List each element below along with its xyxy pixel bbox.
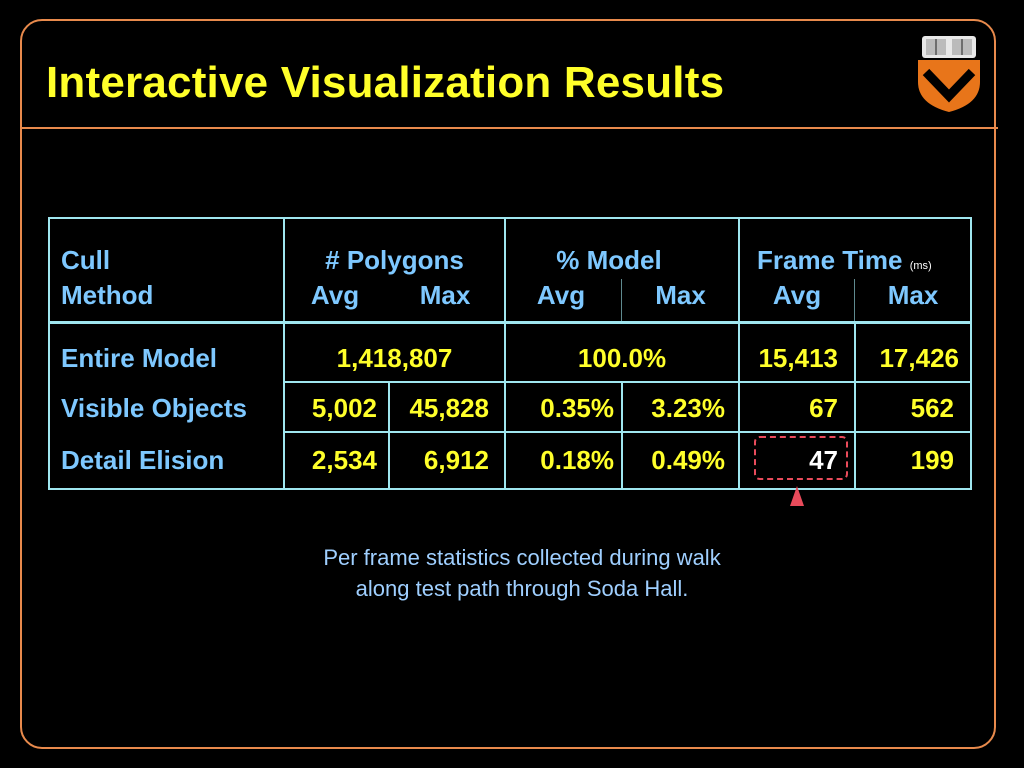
header-cull: Cull bbox=[61, 245, 111, 275]
table-border-left bbox=[48, 217, 50, 490]
header-frametime: Frame Time (ms) bbox=[757, 247, 932, 273]
table-divider bbox=[621, 279, 622, 321]
row-method: Entire Model bbox=[61, 343, 218, 373]
table-border-top bbox=[48, 217, 972, 219]
table-divider bbox=[854, 321, 856, 489]
caption: Per frame statistics collected during wa… bbox=[262, 542, 782, 604]
table-divider bbox=[283, 381, 972, 383]
slide-title: Interactive Visualization Results bbox=[46, 58, 725, 107]
pointer-arrow-icon bbox=[790, 486, 804, 506]
cell-frametime-max: 199 bbox=[910, 445, 954, 475]
cell-polygons-max: 45,828 bbox=[409, 393, 489, 423]
table-divider bbox=[283, 431, 972, 433]
table-divider bbox=[504, 217, 506, 490]
cell-frametime-avg: 67 bbox=[809, 393, 838, 423]
cell-model: 100.0% bbox=[577, 343, 667, 373]
header-method: Method bbox=[61, 280, 154, 310]
header-polygons: # Polygons bbox=[325, 245, 464, 275]
header-model: % Model bbox=[556, 245, 662, 275]
cell-polygons-max: 6,912 bbox=[423, 445, 489, 475]
cell-polygons: 1,418,807 bbox=[336, 343, 453, 373]
table-divider bbox=[283, 217, 285, 490]
cell-model-max: 3.23% bbox=[651, 393, 725, 423]
caption-line: Per frame statistics collected during wa… bbox=[323, 545, 721, 570]
row-method: Detail Elision bbox=[61, 445, 225, 475]
header-polygons-max: Max bbox=[419, 280, 471, 310]
table-divider bbox=[48, 321, 972, 324]
header-frametime-avg: Avg bbox=[772, 280, 822, 310]
cell-model-max: 0.49% bbox=[651, 445, 725, 475]
table-divider bbox=[388, 381, 390, 489]
cell-model-avg: 0.35% bbox=[540, 393, 614, 423]
cell-polygons-avg: 5,002 bbox=[311, 393, 377, 423]
table-divider bbox=[621, 381, 623, 489]
highlight-box bbox=[754, 436, 848, 480]
table-divider bbox=[854, 279, 855, 321]
header-polygons-avg: Avg bbox=[310, 280, 360, 310]
header-model-max: Max bbox=[655, 280, 706, 310]
header-model-avg: Avg bbox=[536, 280, 586, 310]
table-border-bottom bbox=[48, 488, 972, 490]
slide-frame bbox=[20, 19, 996, 749]
results-table: Cull Method # Polygons Avg Max % Model A… bbox=[48, 217, 972, 490]
header-frametime-unit: (ms) bbox=[909, 260, 932, 272]
cell-frametime-max: 562 bbox=[910, 393, 954, 423]
row-method: Visible Objects bbox=[61, 393, 247, 423]
header-frametime-label: Frame Time bbox=[757, 245, 903, 275]
cell-frametime-avg: 15,413 bbox=[758, 343, 838, 373]
table-border-right bbox=[970, 217, 972, 490]
princeton-shield-icon bbox=[918, 36, 980, 112]
title-divider bbox=[20, 127, 998, 129]
header-frametime-max: Max bbox=[887, 280, 939, 310]
caption-line: along test path through Soda Hall. bbox=[355, 576, 689, 601]
cell-polygons-avg: 2,534 bbox=[311, 445, 377, 475]
cell-frametime-avg-highlighted: 47 bbox=[809, 445, 838, 475]
cell-model-avg: 0.18% bbox=[540, 445, 614, 475]
table-divider bbox=[738, 217, 740, 490]
cell-frametime-max: 17,426 bbox=[879, 343, 959, 373]
